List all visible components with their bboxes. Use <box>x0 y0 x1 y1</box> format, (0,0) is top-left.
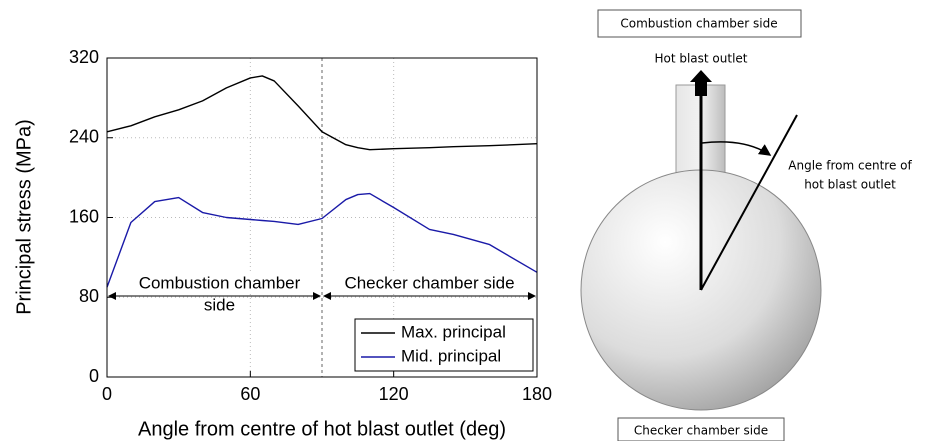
angle-label: Angle from centre of <box>788 159 912 173</box>
y-tick-label: 160 <box>69 206 99 226</box>
bottom-label: Checker chamber side <box>634 424 768 438</box>
top-box <box>597 9 802 38</box>
region-label: Combustion chamber <box>139 273 301 292</box>
angle-line <box>700 114 798 291</box>
x-tick-label: 120 <box>379 384 409 404</box>
x-tick-label: 0 <box>102 384 112 404</box>
legend-label: Mid. principal <box>401 346 501 365</box>
x-tick-label: 180 <box>522 384 552 404</box>
angle-label: hot blast outlet <box>804 178 896 192</box>
outlet-label: Hot blast outlet <box>654 52 747 66</box>
y-tick-label: 0 <box>89 366 99 386</box>
top-label: Combustion chamber side <box>620 17 777 31</box>
legend-box <box>354 318 534 372</box>
legend-label: Max. principal <box>401 322 506 341</box>
y-tick-label: 240 <box>69 127 99 147</box>
series-line <box>106 75 538 151</box>
label-bg <box>341 273 518 293</box>
outlet-arrow <box>690 70 712 96</box>
plot-frame <box>106 57 538 378</box>
angle-arrow <box>701 141 772 156</box>
region-label: side <box>204 295 235 314</box>
diagram: Combustion chamber side Hot blast outlet… <box>580 9 912 442</box>
y-tick-label: 320 <box>69 47 99 67</box>
y-axis-label: Principal stress (MPa) <box>13 119 35 315</box>
series-line <box>106 192 538 288</box>
region-label: Checker chamber side <box>344 273 514 292</box>
x-tick-label: 60 <box>240 384 260 404</box>
y-tick-label: 80 <box>79 286 99 306</box>
label-bg <box>135 273 304 293</box>
x-axis-label: Angle from centre of hot blast outlet (d… <box>138 418 506 440</box>
